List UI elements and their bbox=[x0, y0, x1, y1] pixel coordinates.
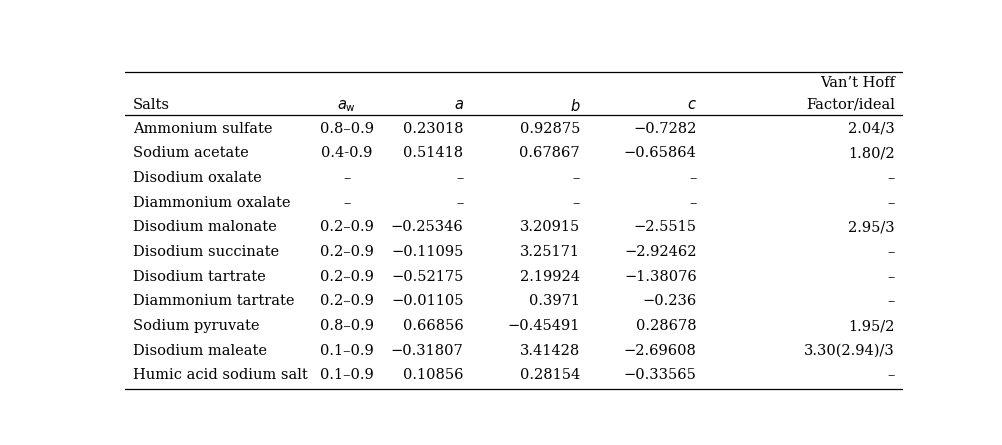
Text: −0.31807: −0.31807 bbox=[391, 344, 463, 358]
Text: –: – bbox=[688, 171, 696, 185]
Text: Humic acid sodium salt: Humic acid sodium salt bbox=[133, 368, 308, 383]
Text: Disodium oxalate: Disodium oxalate bbox=[133, 171, 262, 185]
Text: –: – bbox=[887, 295, 894, 308]
Text: −0.11095: −0.11095 bbox=[391, 245, 463, 259]
Text: 2.04/3: 2.04/3 bbox=[848, 122, 894, 136]
Text: 0.51418: 0.51418 bbox=[403, 146, 463, 161]
Text: 0.4-0.9: 0.4-0.9 bbox=[321, 146, 372, 161]
Text: −0.52175: −0.52175 bbox=[391, 270, 463, 284]
Text: –: – bbox=[343, 171, 351, 185]
Text: 0.2–0.9: 0.2–0.9 bbox=[320, 245, 374, 259]
Text: Van’t Hoff: Van’t Hoff bbox=[819, 76, 894, 90]
Text: Disodium succinate: Disodium succinate bbox=[133, 245, 279, 259]
Text: Disodium malonate: Disodium malonate bbox=[133, 220, 277, 235]
Text: –: – bbox=[343, 196, 351, 210]
Text: −2.69608: −2.69608 bbox=[623, 344, 696, 358]
Text: $c$: $c$ bbox=[686, 98, 696, 112]
Text: 1.95/2: 1.95/2 bbox=[848, 319, 894, 333]
Text: −0.01105: −0.01105 bbox=[391, 295, 463, 308]
Text: $b$: $b$ bbox=[569, 98, 579, 114]
Text: 0.10856: 0.10856 bbox=[403, 368, 463, 383]
Text: –: – bbox=[456, 171, 463, 185]
Text: 0.66856: 0.66856 bbox=[403, 319, 463, 333]
Text: Diammonium oxalate: Diammonium oxalate bbox=[133, 196, 291, 210]
Text: Disodium maleate: Disodium maleate bbox=[133, 344, 267, 358]
Text: –: – bbox=[688, 196, 696, 210]
Text: –: – bbox=[887, 171, 894, 185]
Text: 3.30(2.94)/3: 3.30(2.94)/3 bbox=[804, 344, 894, 358]
Text: −1.38076: −1.38076 bbox=[623, 270, 696, 284]
Text: −0.7282: −0.7282 bbox=[632, 122, 696, 136]
Text: 0.3971: 0.3971 bbox=[529, 295, 579, 308]
Text: −2.5515: −2.5515 bbox=[633, 220, 696, 235]
Text: −0.25346: −0.25346 bbox=[391, 220, 463, 235]
Text: $a$: $a$ bbox=[453, 98, 463, 112]
Text: 3.25171: 3.25171 bbox=[520, 245, 579, 259]
Text: 0.2–0.9: 0.2–0.9 bbox=[320, 295, 374, 308]
Text: −2.92462: −2.92462 bbox=[623, 245, 696, 259]
Text: 0.8–0.9: 0.8–0.9 bbox=[320, 122, 374, 136]
Text: 3.20915: 3.20915 bbox=[519, 220, 579, 235]
Text: –: – bbox=[887, 368, 894, 383]
Text: Sodium acetate: Sodium acetate bbox=[133, 146, 248, 161]
Text: –: – bbox=[887, 270, 894, 284]
Text: 0.1–0.9: 0.1–0.9 bbox=[320, 344, 374, 358]
Text: 0.67867: 0.67867 bbox=[519, 146, 579, 161]
Text: 0.2–0.9: 0.2–0.9 bbox=[320, 220, 374, 235]
Text: –: – bbox=[572, 196, 579, 210]
Text: –: – bbox=[456, 196, 463, 210]
Text: 0.2–0.9: 0.2–0.9 bbox=[320, 270, 374, 284]
Text: 3.41428: 3.41428 bbox=[519, 344, 579, 358]
Text: 0.1–0.9: 0.1–0.9 bbox=[320, 368, 374, 383]
Text: 0.8–0.9: 0.8–0.9 bbox=[320, 319, 374, 333]
Text: 0.28154: 0.28154 bbox=[519, 368, 579, 383]
Text: Diammonium tartrate: Diammonium tartrate bbox=[133, 295, 295, 308]
Text: 0.92875: 0.92875 bbox=[519, 122, 579, 136]
Text: $a_{\mathrm{w}}$: $a_{\mathrm{w}}$ bbox=[337, 98, 356, 113]
Text: 2.19924: 2.19924 bbox=[520, 270, 579, 284]
Text: –: – bbox=[887, 196, 894, 210]
Text: 1.80/2: 1.80/2 bbox=[848, 146, 894, 161]
Text: –: – bbox=[572, 171, 579, 185]
Text: –: – bbox=[887, 245, 894, 259]
Text: Ammonium sulfate: Ammonium sulfate bbox=[133, 122, 273, 136]
Text: 2.95/3: 2.95/3 bbox=[848, 220, 894, 235]
Text: Factor/ideal: Factor/ideal bbox=[806, 98, 894, 112]
Text: 0.28678: 0.28678 bbox=[635, 319, 696, 333]
Text: Disodium tartrate: Disodium tartrate bbox=[133, 270, 266, 284]
Text: −0.65864: −0.65864 bbox=[623, 146, 696, 161]
Text: −0.236: −0.236 bbox=[642, 295, 696, 308]
Text: Sodium pyruvate: Sodium pyruvate bbox=[133, 319, 260, 333]
Text: Salts: Salts bbox=[133, 98, 170, 112]
Text: 0.23018: 0.23018 bbox=[403, 122, 463, 136]
Text: −0.33565: −0.33565 bbox=[623, 368, 696, 383]
Text: −0.45491: −0.45491 bbox=[507, 319, 579, 333]
